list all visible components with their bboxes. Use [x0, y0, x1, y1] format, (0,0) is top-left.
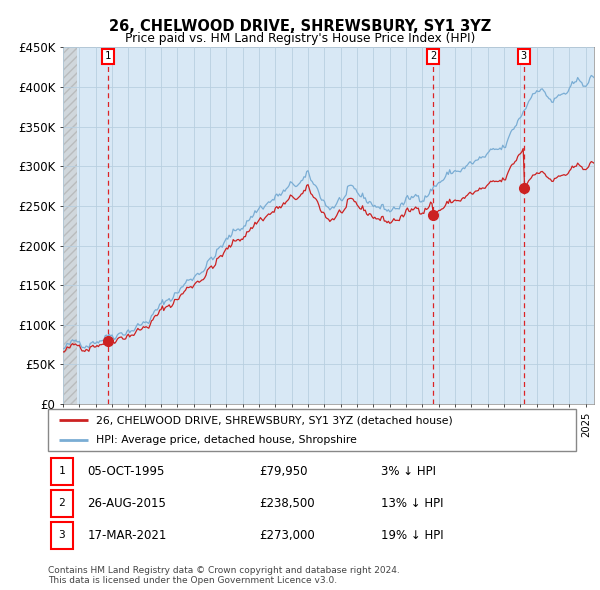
- Text: HPI: Average price, detached house, Shropshire: HPI: Average price, detached house, Shro…: [95, 435, 356, 445]
- FancyBboxPatch shape: [50, 490, 73, 517]
- Text: 1: 1: [105, 51, 111, 61]
- Text: 13% ↓ HPI: 13% ↓ HPI: [380, 497, 443, 510]
- Text: 1: 1: [58, 467, 65, 476]
- Text: 3% ↓ HPI: 3% ↓ HPI: [380, 465, 436, 478]
- Text: 19% ↓ HPI: 19% ↓ HPI: [380, 529, 443, 542]
- FancyBboxPatch shape: [50, 458, 73, 485]
- Text: 3: 3: [521, 51, 527, 61]
- Text: 2: 2: [58, 499, 65, 508]
- FancyBboxPatch shape: [48, 409, 576, 451]
- Text: 2: 2: [430, 51, 436, 61]
- Text: 17-MAR-2021: 17-MAR-2021: [88, 529, 167, 542]
- Text: £79,950: £79,950: [259, 465, 308, 478]
- Text: 26, CHELWOOD DRIVE, SHREWSBURY, SY1 3YZ: 26, CHELWOOD DRIVE, SHREWSBURY, SY1 3YZ: [109, 19, 491, 34]
- Text: 05-OCT-1995: 05-OCT-1995: [88, 465, 165, 478]
- Text: 3: 3: [58, 530, 65, 540]
- FancyBboxPatch shape: [50, 522, 73, 549]
- Text: 26, CHELWOOD DRIVE, SHREWSBURY, SY1 3YZ (detached house): 26, CHELWOOD DRIVE, SHREWSBURY, SY1 3YZ …: [95, 415, 452, 425]
- Text: Contains HM Land Registry data © Crown copyright and database right 2024.
This d: Contains HM Land Registry data © Crown c…: [48, 566, 400, 585]
- Text: 26-AUG-2015: 26-AUG-2015: [88, 497, 166, 510]
- Text: Price paid vs. HM Land Registry's House Price Index (HPI): Price paid vs. HM Land Registry's House …: [125, 32, 475, 45]
- Text: £238,500: £238,500: [259, 497, 315, 510]
- Bar: [63, 47, 77, 404]
- Text: £273,000: £273,000: [259, 529, 315, 542]
